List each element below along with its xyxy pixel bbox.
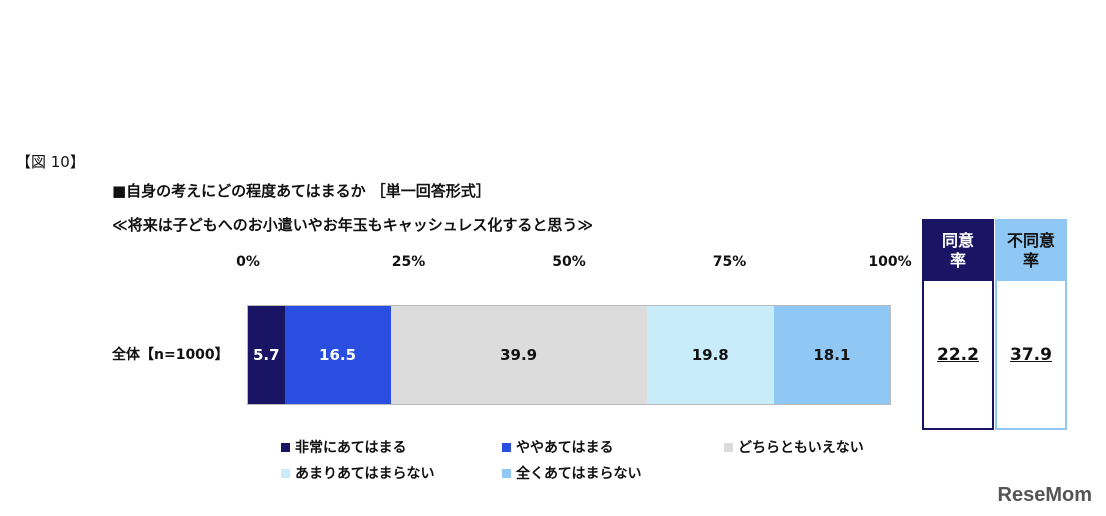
legend-item: あまりあてはまらない — [281, 463, 434, 483]
bar-value-label: 39.9 — [500, 346, 538, 364]
rate-value: 22.2 — [937, 344, 979, 365]
x-tick-label: 0% — [236, 254, 260, 270]
legend-label: 全くあてはまらない — [516, 466, 642, 482]
legend-label: あまりあてはまらない — [295, 466, 435, 482]
legend-item: どちらともいえない — [724, 437, 864, 457]
question-text: ≪将来は子どもへのお小遣いやお年玉もキャッシュレス化すると思う≫ — [112, 216, 594, 234]
disagree-rate-box: 不同意 率 37.9 — [995, 219, 1067, 430]
legend-swatch — [502, 442, 511, 452]
bar-value-label: 19.8 — [691, 346, 729, 364]
chart-heading: ■自身の考えにどの程度あてはまるか ［単一回答形式］ — [112, 182, 491, 200]
bar-value-label: 16.5 — [319, 346, 357, 364]
rate-header: 不同意 率 — [997, 221, 1065, 281]
legend-item: 全くあてはまらない — [502, 463, 641, 483]
bar-value-label: 18.1 — [813, 346, 851, 364]
bar-segment: 19.8 — [646, 306, 774, 404]
bar-frame — [247, 305, 891, 405]
watermark-logo: ReseMom — [997, 484, 1092, 506]
agree-rate-box: 同意 率 22.2 — [922, 219, 994, 430]
bar-segment: 16.5 — [284, 306, 391, 404]
bar-segment: 39.9 — [390, 306, 647, 404]
legend-label: 非常にあてはまる — [295, 440, 407, 456]
legend-label: どちらともいえない — [738, 440, 864, 456]
x-tick-label: 100% — [868, 254, 912, 270]
legend-item: ややあてはまる — [502, 437, 613, 457]
legend-swatch — [724, 442, 733, 452]
bar-segment: 18.1 — [773, 306, 890, 404]
x-tick-label: 25% — [391, 254, 426, 270]
x-tick-label: 75% — [712, 254, 747, 270]
figure-label: 【図 10】 — [16, 153, 85, 171]
x-tick-label: 50% — [552, 254, 586, 270]
bar-value-label: 5.7 — [253, 346, 280, 364]
legend-swatch — [502, 468, 511, 478]
rate-value: 37.9 — [1010, 344, 1052, 365]
row-label: 全体【n=1000】 — [112, 347, 229, 363]
legend-swatch — [281, 468, 290, 478]
rate-header: 同意 率 — [924, 221, 992, 281]
legend-item: 非常にあてはまる — [281, 437, 406, 457]
legend-label: ややあてはまる — [516, 440, 614, 456]
bar-segment: 5.7 — [248, 306, 285, 404]
legend-swatch — [281, 442, 290, 452]
